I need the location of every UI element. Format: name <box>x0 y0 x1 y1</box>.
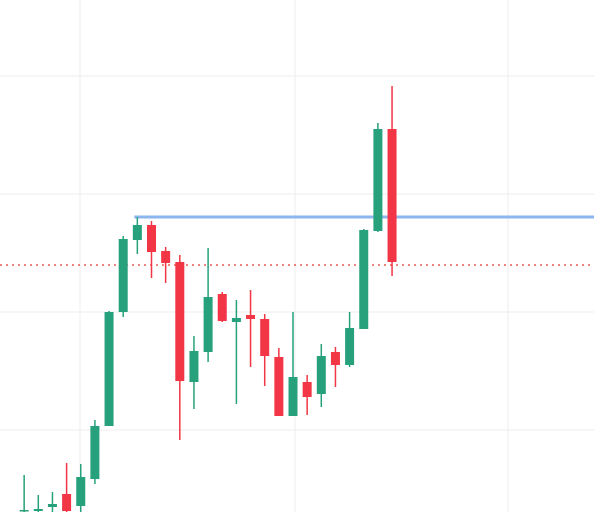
candle-body <box>132 225 142 240</box>
candle-body <box>175 262 185 381</box>
candle-body <box>373 129 383 231</box>
candle <box>246 290 256 367</box>
candle <box>345 312 355 367</box>
candle-body <box>118 239 128 312</box>
candle-body <box>246 315 256 319</box>
candle-body <box>161 251 171 263</box>
candle <box>62 463 72 512</box>
candle-body <box>316 356 326 394</box>
candle-body <box>274 357 284 416</box>
candle <box>76 464 86 512</box>
candle <box>147 221 156 278</box>
candle-body <box>19 510 29 512</box>
candle-body <box>203 297 213 352</box>
candle-body <box>62 494 72 511</box>
candle <box>302 375 312 415</box>
candle-body <box>104 312 114 426</box>
candle-body <box>359 230 369 329</box>
price-levels <box>0 215 594 266</box>
candle <box>161 247 171 283</box>
candle-body <box>387 129 397 262</box>
candle <box>203 248 213 362</box>
candle <box>217 292 227 322</box>
candle <box>19 475 29 512</box>
candle-body <box>260 319 270 356</box>
candle <box>189 336 199 409</box>
candle-body <box>217 294 227 321</box>
candle <box>47 492 57 512</box>
candle-body <box>231 318 241 322</box>
candle <box>330 347 340 387</box>
candle-body <box>33 509 43 511</box>
candle <box>387 86 397 276</box>
candle-body <box>76 477 86 506</box>
candle <box>33 495 43 512</box>
candle <box>104 311 114 426</box>
candle <box>316 344 326 407</box>
candle-body <box>147 225 156 252</box>
candle <box>132 217 142 254</box>
candle <box>373 123 383 232</box>
candle-body <box>90 426 100 479</box>
candle <box>288 312 298 416</box>
candle-body <box>47 504 57 507</box>
candle <box>260 314 270 386</box>
candles <box>19 86 397 512</box>
candle <box>90 420 100 484</box>
candle-body <box>345 328 355 365</box>
candle <box>175 255 185 440</box>
candle <box>118 236 128 317</box>
candle-body <box>189 351 199 382</box>
candle-body <box>302 382 312 397</box>
candle-body <box>330 352 340 365</box>
candle-body <box>288 377 298 416</box>
candle <box>231 300 241 404</box>
candle <box>359 229 369 329</box>
candle <box>274 348 284 416</box>
